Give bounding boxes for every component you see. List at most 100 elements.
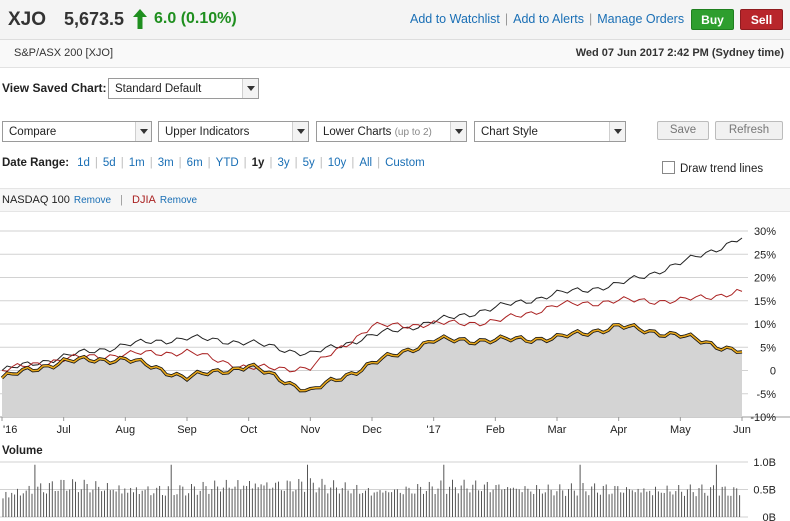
comparison-name: NASDAQ 100 <box>2 194 70 206</box>
range-separator: | <box>351 157 355 169</box>
range-separator: | <box>377 157 381 169</box>
quote-header: XJO 5,673.5 6.0 (0.10%) Add to Watchlist… <box>0 0 790 40</box>
trend-lines-checkbox[interactable] <box>662 161 675 174</box>
ticker-symbol: XJO <box>8 9 47 30</box>
range-all[interactable]: All <box>359 157 373 169</box>
link-separator: | <box>588 12 593 26</box>
range-3y[interactable]: 3y <box>277 157 290 169</box>
buy-button[interactable]: Buy <box>691 9 734 30</box>
range-separator: | <box>178 157 182 169</box>
x-tick-label: Mar <box>548 424 567 436</box>
range-10y[interactable]: 10y <box>327 157 347 169</box>
range-1m[interactable]: 1m <box>128 157 145 169</box>
x-tick-label: Feb <box>486 424 505 436</box>
date-range-label: Date Range: <box>2 157 70 169</box>
remove-comparison-link[interactable]: Remove <box>159 195 198 206</box>
lower-charts-select[interactable]: Lower Charts (up to 2) <box>316 121 467 142</box>
lower-charts-hint: (up to 2) <box>394 127 432 138</box>
quote-datetime: Wed 07 Jun 2017 2:42 PM (Sydney time) <box>575 47 784 59</box>
range-separator: | <box>243 157 247 169</box>
nasdaq-line <box>1 237 743 371</box>
x-tick-label: May <box>670 424 691 436</box>
refresh-button[interactable]: Refresh <box>715 121 783 140</box>
saved-chart-select[interactable]: Standard Default <box>108 78 259 99</box>
range-6m[interactable]: 6m <box>186 157 203 169</box>
comparison-name: DJIA <box>132 194 156 206</box>
x-tick-label: Aug <box>116 424 136 436</box>
range-5d[interactable]: 5d <box>102 157 116 169</box>
chart-style-select[interactable]: Chart Style <box>474 121 626 142</box>
index-info-bar: S&P/ASX 200 [XJO] Wed 07 Jun 2017 2:42 P… <box>0 40 790 68</box>
upper-indicators-select[interactable]: Upper Indicators <box>158 121 309 142</box>
range-1d[interactable]: 1d <box>77 157 90 169</box>
x-tick-label: Oct <box>240 424 257 436</box>
index-name: S&P/ASX 200 [XJO] <box>14 47 114 59</box>
remove-comparison-link[interactable]: Remove <box>73 195 112 206</box>
range-ytd[interactable]: YTD <box>215 157 239 169</box>
comparison-djia: DJIA Remove <box>132 194 197 206</box>
last-price: 5,673.5 <box>64 9 125 29</box>
y-axis-labels: 30% 25% 20% 15% 10% 5% 0 -5% -10% <box>750 226 776 424</box>
x-tick-label: Jun <box>733 424 751 436</box>
range-custom[interactable]: Custom <box>385 157 425 169</box>
volume-bars <box>2 464 741 517</box>
djia-line <box>1 288 743 373</box>
xjo-line <box>1 323 743 392</box>
price-chart[interactable]: 30% 25% 20% 15% 10% 5% 0 -5% -10% '16 Jul Aug Sep Oc… <box>0 215 790 443</box>
y-tick-label: 5% <box>760 342 776 354</box>
saved-chart-label: View Saved Chart: <box>2 81 107 95</box>
y-tick-label: 0 <box>770 366 776 378</box>
chevron-down-icon <box>609 122 625 141</box>
trend-lines-toggle[interactable]: Draw trend lines <box>662 161 763 175</box>
y-tick-label: 25% <box>754 249 776 261</box>
x-tick-label: Sep <box>177 424 197 436</box>
comparison-separator: | <box>120 194 123 206</box>
volume-tick-label: 1.0B <box>753 457 776 469</box>
quote-actions: Add to Watchlist | Add to Alerts | Manage Or… <box>410 12 684 26</box>
lower-charts-label: Lower Charts <box>323 126 392 138</box>
manage-orders-link[interactable]: Manage Orders <box>597 12 685 26</box>
volume-chart: 1.0B 0.5B 0B <box>0 457 776 521</box>
series-lines <box>0 237 743 393</box>
x-tick-label: Apr <box>610 424 627 436</box>
compare-select-label: Compare <box>9 126 57 138</box>
compare-select[interactable]: Compare <box>2 121 152 142</box>
add-to-alerts-link[interactable]: Add to Alerts <box>513 12 584 26</box>
link-separator: | <box>504 12 509 26</box>
x-tick-label: '16 <box>3 424 17 436</box>
up-arrow-icon <box>133 9 147 29</box>
comparison-nasdaq: NASDAQ 100 Remove <box>2 194 111 206</box>
range-5y[interactable]: 5y <box>302 157 315 169</box>
range-1y[interactable]: 1y <box>251 157 265 169</box>
volume-label: Volume <box>2 445 43 457</box>
x-tick-label: Dec <box>362 424 382 436</box>
range-separator: | <box>294 157 298 169</box>
y-tick-label: -5% <box>756 389 776 401</box>
y-tick-label: 10% <box>754 319 776 331</box>
volume-tick-label: 0B <box>763 512 776 521</box>
price-change: 6.0 (0.10%) <box>154 10 237 27</box>
x-axis-labels: '16 Jul Aug Sep Oct Nov Dec '17 Feb Mar Apr May Jun <box>3 424 751 436</box>
chevron-down-icon <box>292 122 308 141</box>
range-separator: | <box>207 157 211 169</box>
volume-axis-labels: 1.0B 0.5B 0B <box>753 457 776 521</box>
sell-button[interactable]: Sell <box>740 9 783 30</box>
chevron-down-icon <box>242 79 258 98</box>
add-to-watchlist-link[interactable]: Add to Watchlist <box>410 12 500 26</box>
chart-style-label: Chart Style <box>481 126 538 138</box>
trend-lines-label: Draw trend lines <box>680 163 764 175</box>
range-3m[interactable]: 3m <box>157 157 174 169</box>
saved-chart-value: Standard Default <box>115 83 202 95</box>
xjo-area <box>2 324 742 417</box>
range-separator: | <box>120 157 124 169</box>
range-separator: | <box>149 157 153 169</box>
chevron-down-icon <box>135 122 151 141</box>
chevron-down-icon <box>450 122 466 141</box>
range-separator: | <box>319 157 323 169</box>
y-tick-label: 30% <box>754 226 776 238</box>
y-tick-label: -10% <box>750 412 776 424</box>
save-button[interactable]: Save <box>657 121 709 140</box>
range-separator: | <box>269 157 273 169</box>
comparison-bar: NASDAQ 100 Remove | DJIA Remove <box>0 188 790 212</box>
x-tick-label: Nov <box>301 424 321 436</box>
